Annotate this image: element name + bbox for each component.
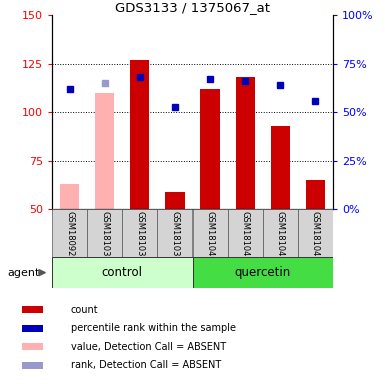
- Bar: [87, 209, 122, 257]
- Bar: [122, 209, 157, 257]
- Text: GSM180920: GSM180920: [65, 211, 74, 262]
- Bar: [298, 209, 333, 257]
- Bar: [201, 89, 220, 209]
- Text: GSM181043: GSM181043: [311, 211, 320, 262]
- Text: agent: agent: [8, 268, 40, 278]
- Title: GDS3133 / 1375067_at: GDS3133 / 1375067_at: [115, 1, 270, 14]
- Text: rank, Detection Call = ABSENT: rank, Detection Call = ABSENT: [70, 361, 221, 371]
- Bar: [130, 60, 149, 209]
- Bar: [95, 93, 114, 209]
- Bar: [192, 209, 228, 257]
- Bar: [306, 180, 325, 209]
- Bar: [228, 209, 263, 257]
- Text: count: count: [70, 305, 98, 314]
- Bar: [157, 209, 192, 257]
- Text: GSM181041: GSM181041: [241, 211, 250, 262]
- Text: quercetin: quercetin: [234, 266, 291, 279]
- Bar: [52, 209, 87, 257]
- Bar: [192, 257, 333, 288]
- Bar: [263, 209, 298, 257]
- Text: percentile rank within the sample: percentile rank within the sample: [70, 323, 236, 333]
- Text: GSM181042: GSM181042: [276, 211, 285, 262]
- Text: GSM181037: GSM181037: [100, 211, 109, 262]
- Bar: [52, 257, 192, 288]
- Bar: [165, 192, 184, 209]
- Bar: [60, 184, 79, 209]
- Text: GSM181038: GSM181038: [135, 211, 144, 262]
- Text: control: control: [102, 266, 143, 279]
- Bar: [271, 126, 290, 209]
- Text: value, Detection Call = ABSENT: value, Detection Call = ABSENT: [70, 342, 226, 352]
- Bar: [22, 306, 43, 313]
- Text: GSM181039: GSM181039: [171, 211, 179, 262]
- Bar: [22, 362, 43, 369]
- Text: GSM181040: GSM181040: [206, 211, 214, 262]
- Bar: [236, 78, 255, 209]
- Bar: [22, 325, 43, 332]
- Bar: [22, 343, 43, 350]
